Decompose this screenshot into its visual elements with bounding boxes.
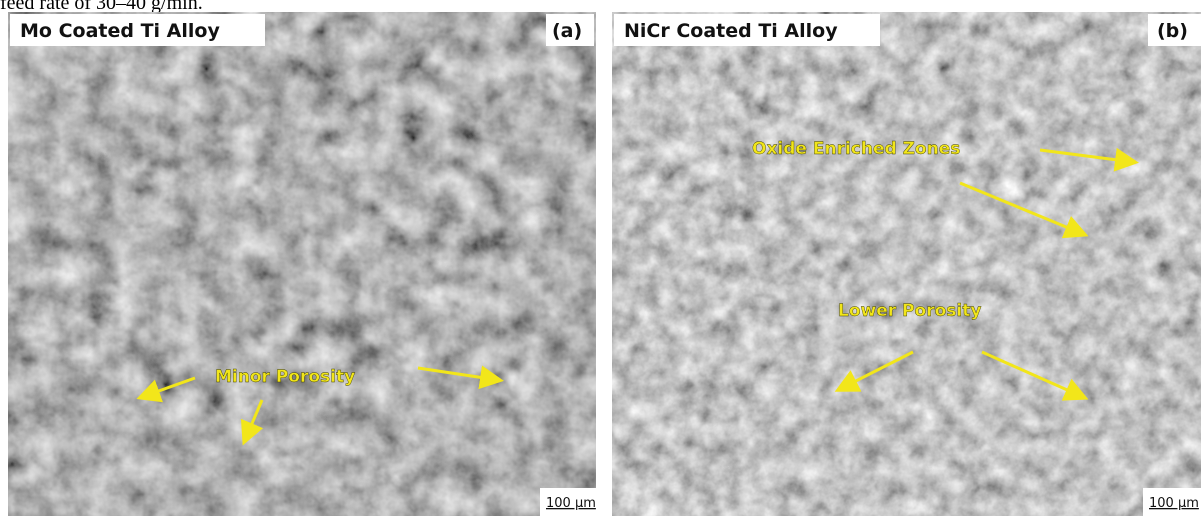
scale-bar: 100 µm — [1149, 496, 1199, 511]
panel-title: Mo Coated Ti Alloy — [20, 20, 220, 42]
annotation: Oxide Enriched Zones — [752, 139, 960, 159]
micrograph-a — [8, 12, 596, 516]
panel-tag: (a) — [552, 20, 582, 42]
panel-title: NiCr Coated Ti Alloy — [624, 20, 838, 42]
annotation: Lower Porosity — [838, 301, 981, 321]
scale-bar: 100 µm — [546, 496, 596, 511]
annotation: Minor Porosity — [215, 367, 355, 387]
figure: feed rate of 30–40 g/min. Mo Coated Ti A… — [0, 0, 1201, 516]
micrograph-b — [612, 12, 1201, 516]
panel-tag: (b) — [1157, 20, 1188, 42]
caption-fragment: feed rate of 30–40 g/min. — [0, 0, 203, 14]
page: feed rate of 30–40 g/min. Mo Coated Ti A… — [0, 0, 1201, 516]
